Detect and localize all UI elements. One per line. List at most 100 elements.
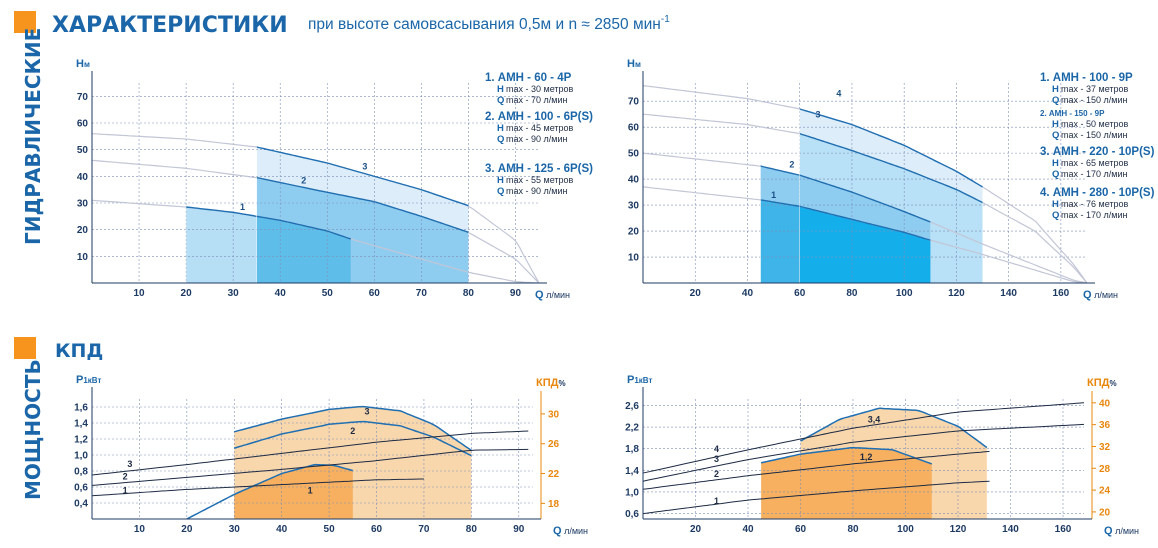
page-subtitle-main: при высоте самовсасывания 0,5м и n ≈ 285… [308,16,661,33]
legend-q-value: max - 150 л/мин [1061,130,1127,140]
x-tick-label: 80 [466,524,478,535]
legend-q-value: max - 170 л/мин [1061,169,1127,179]
x-axis-label: Q л/мин [553,525,588,537]
x-tick-label: 70 [416,288,428,299]
legend-h-value: max - 45 метров [506,123,574,133]
x-tick-label: 100 [896,288,913,299]
page-title: ХАРАКТЕРИСТИКИ [52,13,288,38]
curve-working-2 [256,177,469,233]
curve-working-3 [256,146,469,207]
y-axis-label-symbol: P [627,374,634,386]
x-tick-label: 20 [181,524,193,535]
x-tick-label: 20 [690,288,702,299]
curve-label-2: 2 [789,159,794,169]
legend-q-value: max - 70 л/мин [506,95,567,105]
curve-label-1: 1 [771,190,776,200]
legend-q-symbol: Q [497,134,504,145]
efficiency-label-3: 3 [365,407,370,417]
x-tick-label: 40 [742,288,754,299]
y-tick-label: 1,0 [625,487,639,498]
y2-axis-label-unit: % [558,379,565,388]
legend-h-symbol: H [1052,84,1059,95]
efficiency-accent-square [14,337,36,359]
legend-title: 3. АМН - 220 - 10Р(S) [1040,146,1155,158]
efficiency-fill-1 [234,464,353,519]
x-tick-label: 10 [134,524,146,535]
legend-title: 1. АМН - 60 - 4Р [485,72,572,84]
x-tick-label: 160 [1055,524,1072,535]
x-tick-label: 20 [690,524,702,535]
curve-label-3: 3 [362,162,367,172]
power-chart-left: 18222630КПД%1231230,40,60,81,01,21,41,61… [74,374,588,537]
page-subtitle: при высоте самовсасывания 0,5м и n ≈ 285… [308,14,670,33]
header-accent-square [14,11,36,33]
legend-title: 2. АМН - 100 - 6Р(S) [485,111,593,123]
x-tick-label: 160 [1053,288,1070,299]
y2-tick-label: 20 [1099,507,1111,518]
y-tick-label: 1,4 [625,466,639,477]
head-chart-right: 1 2 3 4 10 20 30 40 50 60 70 20 40 60 80 100 120 140 160 Hм… [627,58,1155,301]
x-tick-label: 30 [228,288,240,299]
curve-label-1: 1 [240,202,245,212]
x-tick-label: 50 [322,288,334,299]
y-axis-label: Hм [627,58,641,70]
y-tick-label: 0,6 [74,483,88,494]
y-axis-label-symbol: H [76,58,84,70]
x-axis-label: Q л/мин [1104,525,1139,537]
power-chart-right: 20 24 28 32 36 40 КПД% 1,2 3,4 1 2 34 0,6 1,0 1,4 1,8 2,… [625,374,1139,537]
y-axis-label: Hм [76,58,90,70]
y-tick-label: 2,2 [625,423,639,434]
legend-q-symbol: Q [1052,210,1059,221]
y-tick-label: 40 [628,175,640,186]
y2-tick-label: 28 [1099,464,1111,475]
y-tick-label: 30 [628,201,640,212]
efficiency-curve-1,2 [760,446,933,465]
efficiency-label-1: 1 [308,486,313,496]
power-curve-4 [642,402,1085,474]
efficiency-label-1,2: 1,2 [860,452,873,462]
power-curve-3 [642,423,1085,482]
x-tick-label: 10 [133,288,145,299]
x-tick-label: 40 [275,288,287,299]
legend-h-value: max - 50 метров [1061,119,1129,129]
x-tick-label: 60 [371,524,383,535]
legend-h-value: max - 30 метров [506,84,574,94]
legend-h-value: max - 37 метров [1061,84,1129,94]
y-tick-label: 70 [77,92,89,103]
y-axis-label-unit: 1кВт [634,376,652,385]
curve-working-4 [799,108,983,188]
efficiency-title: КПД [55,340,103,362]
x-tick-label: 40 [742,524,754,535]
legend-h-symbol: H [1052,119,1059,130]
efficiency-label-2: 2 [350,426,355,436]
legend-q-symbol: Q [497,95,504,106]
y-tick-label: 50 [628,149,640,160]
curve-working-3 [799,132,983,204]
x-tick-label: 60 [795,524,807,535]
y2-axis-label: КПД% [536,377,566,389]
y-tick-label: 30 [77,199,89,210]
y-tick-label: 60 [77,119,89,130]
legend-h-value: max - 76 метров [1061,199,1129,209]
x-axis-label-unit: л/мин [562,526,588,536]
legend-q-value: max - 90 л/мин [506,134,567,144]
y2-axis-label-symbol: КПД [536,377,559,389]
legend-title: 3. АМН - 125 - 6Р(S) [485,163,593,175]
y-axis-label: P1кВт [627,374,652,386]
power-label-4: 4 [714,444,719,454]
legend-title: 1. АМН - 100 - 9Р [1040,72,1133,84]
y2-tick-label: 40 [1099,398,1111,409]
power-label-2: 2 [123,472,128,482]
y-tick-label: 1,4 [74,419,88,430]
y-tick-label: 20 [628,227,640,238]
x-tick-label: 30 [229,524,241,535]
y2-axis-label-symbol: КПД [1087,377,1110,389]
y-tick-label: 1,2 [74,435,88,446]
legend-h-symbol: H [1052,158,1059,169]
x-tick-label: 40 [276,524,288,535]
